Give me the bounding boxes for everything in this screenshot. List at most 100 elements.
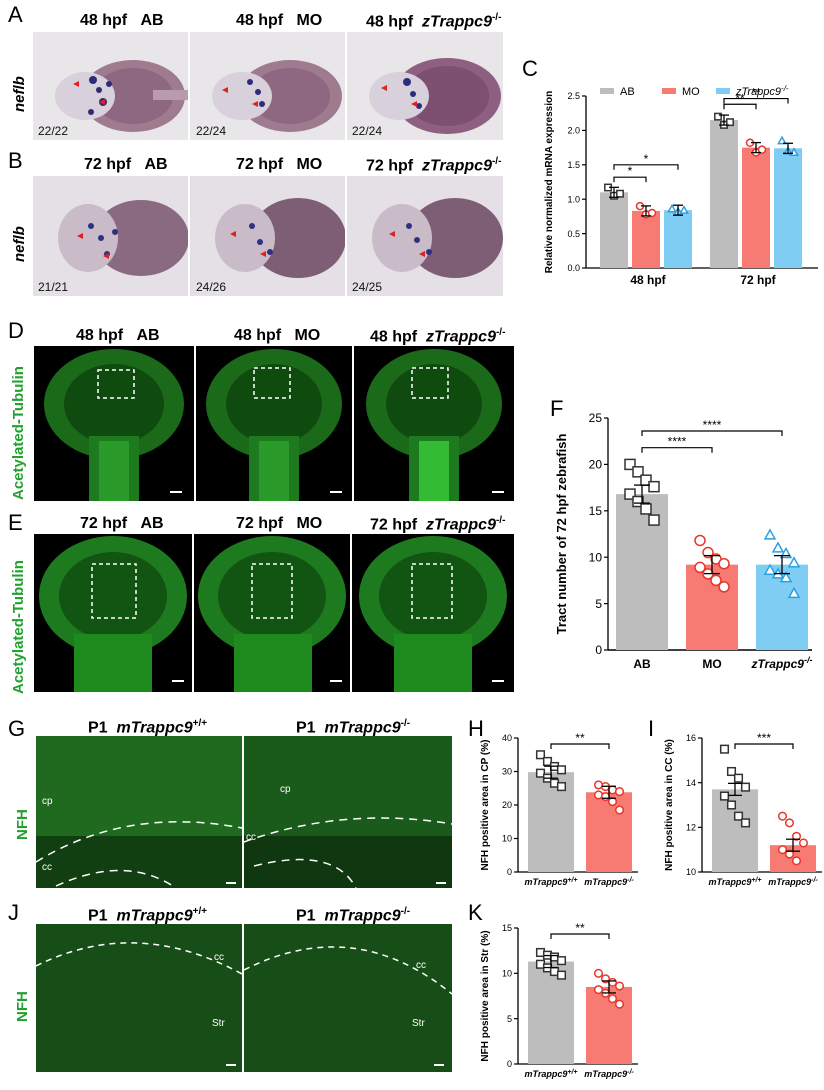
row-a-count-3: 22/24: [352, 124, 383, 138]
data-point: [679, 205, 689, 214]
region-label-str-wt: Str: [212, 1018, 225, 1029]
panel-letter-d: D: [8, 318, 24, 343]
if-image-48hpf-ab: [34, 346, 194, 501]
chart-k-nfh-str: 0 5 10 15 NFH positive area in Str (%) mTrapp…: [480, 921, 638, 1079]
y-tick-label: 1.5: [567, 160, 580, 170]
legend-label: AB: [620, 86, 635, 98]
significance-bracket: [613, 164, 679, 170]
y-tick-label: 15: [502, 923, 512, 933]
row-a-header-2: 48 hpf MO: [236, 12, 323, 29]
ish-image-72hpf-mo: [190, 176, 345, 296]
row-d-stain-label: Acetylated-Tubulin: [10, 366, 27, 500]
data-point: [556, 970, 567, 980]
y-tick-label: 20: [589, 458, 603, 472]
row-g-header-2: P1 mTrappc9-/-: [296, 718, 411, 737]
panel-letter-c: C: [522, 56, 538, 81]
significance-bracket: [723, 97, 789, 104]
data-point: [614, 805, 625, 815]
significance-bracket: [613, 176, 647, 183]
row-b-header-2: 72 hpf MO: [236, 156, 323, 173]
data-point: [614, 981, 625, 991]
data-point: [740, 818, 751, 828]
data-point: [779, 571, 793, 583]
x-category-label: MO: [702, 657, 721, 671]
legend-swatch: [600, 88, 614, 94]
region-label-cc-wt: cc: [42, 862, 52, 873]
row-g-stain-label: NFH: [14, 809, 31, 840]
significance-bracket: [550, 933, 610, 939]
y-tick-label: 0: [595, 643, 602, 657]
x-category-label: mTrappc9+/+: [709, 877, 762, 887]
chart-c-mrna-expression: 0.0 0.5 1.0 1.5 2.0 2.5 Relative normalized mR…: [544, 84, 818, 287]
data-point: [710, 574, 722, 587]
y-tick-label: 25: [589, 411, 603, 425]
bar-ztrappc9-1: [774, 148, 802, 268]
panel-letter-j: J: [8, 900, 19, 925]
row-j-header-2: P1 mTrappc9-/-: [296, 906, 411, 925]
row-b-count-1: 21/21: [38, 280, 69, 294]
row-b-header-3: 72 hpf zTrappc9-/-: [366, 156, 502, 175]
x-category-label: mTrappc9-/-: [768, 877, 818, 887]
row-a-header-1: 48 hpf AB: [80, 12, 164, 29]
y-axis-label: NFH positive area in CC (%): [664, 739, 675, 871]
region-label-cp-ko: cp: [280, 784, 291, 795]
data-point: [719, 791, 730, 801]
data-point: [640, 503, 652, 515]
data-point: [787, 556, 801, 568]
panel-letter-h: H: [468, 716, 484, 741]
data-point: [798, 838, 809, 848]
data-point: [726, 118, 734, 127]
y-tick-label: 0: [507, 1059, 512, 1069]
row-j-header-1: P1 mTrappc9+/+: [88, 906, 208, 925]
row-b-header-1: 72 hpf AB: [84, 156, 168, 173]
significance-label: ****: [703, 418, 722, 432]
y-tick-label: 2.5: [567, 91, 580, 101]
row-j-stain-label: NFH: [14, 991, 31, 1022]
data-point: [791, 831, 802, 841]
if-image-48hpf-mo: [196, 346, 352, 501]
nfh-image-str-ko: cc Str: [244, 924, 452, 1072]
data-point: [624, 458, 636, 471]
y-tick-label: 10: [502, 834, 512, 844]
data-point: [726, 766, 737, 777]
data-point: [777, 845, 788, 855]
panel-letter-a: A: [8, 2, 23, 27]
y-tick-label: 14: [686, 778, 696, 788]
data-point: [733, 811, 744, 821]
data-point: [733, 773, 744, 783]
significance-bracket: [641, 447, 713, 453]
y-axis-label: NFH positive area in CP (%): [480, 740, 491, 871]
region-label-cc-j-ko: cc: [416, 960, 426, 971]
row-e-header-3: 72 hpf zTrappc9-/-: [370, 515, 506, 534]
significance-bracket: [641, 430, 783, 436]
chart-h-nfh-cp: 0 10 20 30 40 NFH positive area in CP (%) mTra…: [480, 731, 638, 887]
data-point: [593, 985, 604, 995]
data-point: [647, 208, 657, 218]
row-b-count-2: 24/26: [196, 280, 227, 294]
significance-label: **: [575, 921, 585, 935]
bar-0: [616, 494, 668, 650]
nfh-image-cp-wt: cp cc: [36, 736, 242, 888]
row-d-header-3: 48 hpf zTrappc9-/-: [370, 327, 506, 346]
data-point: [556, 765, 567, 775]
significance-label: **: [751, 86, 761, 100]
region-label-cp-wt: cp: [42, 796, 53, 807]
region-label-cc-ko: cc: [246, 832, 256, 843]
significance-label: ****: [668, 435, 687, 449]
significance-label: *: [628, 164, 633, 178]
data-point: [616, 189, 624, 198]
data-point: [632, 466, 644, 478]
data-point: [694, 561, 706, 574]
y-tick-label: 1.0: [567, 194, 580, 204]
x-category-label: 72 hpf: [740, 273, 776, 287]
y-tick-label: 10: [589, 550, 603, 564]
bar-ab-1: [710, 120, 738, 268]
nfh-image-str-wt: cc Str: [36, 924, 242, 1072]
data-point: [777, 135, 787, 145]
y-tick-label: 16: [686, 733, 696, 743]
data-point: [667, 203, 677, 213]
data-point: [593, 968, 604, 978]
data-point: [784, 818, 795, 828]
data-point: [648, 514, 660, 526]
data-point: [777, 811, 788, 821]
